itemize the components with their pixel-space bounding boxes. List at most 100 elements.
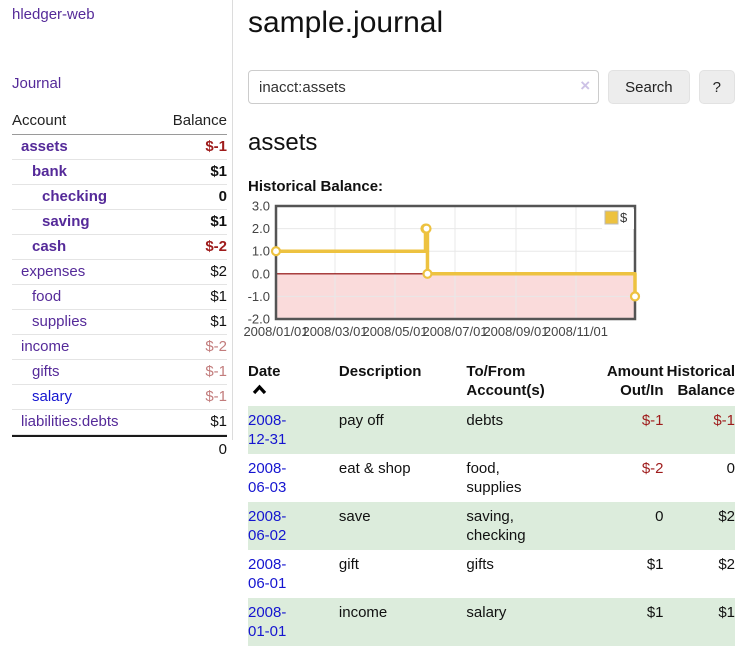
account-balance: $1: [210, 213, 227, 230]
transaction-description: income: [338, 604, 388, 621]
search-form: × Search ?: [248, 70, 735, 104]
register-row[interactable]: 2008-06-02 save saving, checking 0 $2: [248, 502, 735, 550]
transaction-accounts: saving, checking: [466, 508, 526, 544]
search-button[interactable]: Search: [608, 70, 690, 104]
column-header-description: Description: [338, 363, 422, 380]
account-balance: $-1: [205, 388, 227, 405]
account-link[interactable]: checking: [42, 188, 108, 205]
account-balance: $1: [210, 288, 227, 305]
transaction-date-link[interactable]: 2008-06-01: [248, 556, 287, 592]
page-title: sample.journal: [248, 6, 444, 39]
account-balance: $-2: [205, 338, 227, 355]
sidebar-item-journal[interactable]: Journal: [12, 75, 62, 92]
account-link[interactable]: saving: [42, 213, 90, 230]
transaction-description: pay off: [338, 412, 384, 429]
transaction-accounts: gifts: [466, 556, 494, 573]
account-balance: $1: [210, 413, 227, 430]
account-row-bank[interactable]: bank $1: [12, 160, 227, 185]
column-header-accounts: To/From Account(s): [466, 363, 545, 399]
svg-text:2008/01/01: 2008/01/01: [243, 324, 308, 339]
search-input[interactable]: [248, 70, 600, 104]
account-row-gifts[interactable]: gifts $-1: [12, 360, 227, 385]
account-link[interactable]: gifts: [32, 363, 60, 380]
account-row-salary[interactable]: salary $-1: [12, 385, 227, 410]
transaction-description: gift: [338, 556, 359, 573]
svg-text:1.0: 1.0: [252, 244, 270, 259]
svg-text:$: $: [620, 210, 628, 225]
sort-ascending-icon: [252, 381, 267, 400]
svg-text:-1.0: -1.0: [248, 289, 270, 304]
column-header-date[interactable]: Date: [248, 359, 339, 406]
account-balance: $2: [210, 263, 227, 280]
help-button[interactable]: ?: [698, 70, 735, 104]
register-header-row: Date Description To/From Account(s) Amou…: [248, 359, 735, 406]
transaction-amount: $1: [646, 556, 664, 573]
account-row-expenses[interactable]: expenses $2: [12, 260, 227, 285]
account-balance: 0: [218, 188, 227, 205]
register-row[interactable]: 2008-06-03 eat & shop food, supplies $-2…: [248, 454, 735, 502]
account-row-supplies[interactable]: supplies $1: [12, 310, 227, 335]
svg-text:2008/09/01: 2008/09/01: [483, 324, 548, 339]
transaction-amount: $-1: [641, 412, 664, 429]
historical-balance-chart[interactable]: $3.0 2.0 1.0 0.0 -1.0 -2.02008/01/012008/03/0…: [242, 199, 644, 344]
transaction-amount: $1: [646, 604, 664, 621]
transaction-balance: $2: [718, 556, 735, 573]
chart-label: Historical Balance:: [248, 178, 384, 195]
accounts-total-row: 0: [12, 435, 227, 462]
register-row[interactable]: 2008-06-01 gift gifts $1 $2: [248, 550, 735, 598]
svg-text:2008/03/01: 2008/03/01: [302, 324, 367, 339]
account-balance: $-2: [205, 238, 227, 255]
transaction-date-link[interactable]: 2008-06-03: [248, 460, 287, 496]
account-link[interactable]: assets: [21, 138, 68, 155]
svg-text:-2.0: -2.0: [248, 312, 270, 327]
account-link[interactable]: supplies: [32, 313, 88, 330]
transaction-balance: $2: [718, 508, 735, 525]
app-brand-link[interactable]: hledger-web: [12, 6, 95, 23]
account-link[interactable]: expenses: [21, 263, 86, 280]
clear-search-icon[interactable]: ×: [580, 76, 591, 95]
register-row[interactable]: 2008-12-31 pay off debts $-1 $-1: [248, 406, 735, 454]
accounts-table: Account Balance assets $-1 bank $1 check…: [12, 109, 227, 462]
account-balance: $-1: [205, 363, 227, 380]
svg-text:2008/05/01: 2008/05/01: [362, 324, 427, 339]
transaction-date-link[interactable]: 2008-12-31: [248, 412, 287, 448]
transaction-date-link[interactable]: 2008-01-01: [248, 604, 287, 640]
account-row-assets[interactable]: assets $-1: [12, 135, 227, 160]
register-row[interactable]: 2008-01-01 income salary $1 $1: [248, 598, 735, 646]
transaction-accounts: salary: [466, 604, 507, 621]
account-row-income[interactable]: income $-2: [12, 335, 227, 360]
accounts-header-balance: Balance: [172, 112, 227, 129]
account-heading: assets: [248, 129, 318, 156]
svg-text:2.0: 2.0: [252, 221, 270, 236]
account-row-saving[interactable]: saving $1: [12, 210, 227, 235]
register-table: Date Description To/From Account(s) Amou…: [248, 359, 735, 646]
account-link[interactable]: food: [32, 288, 62, 305]
svg-text:3.0: 3.0: [252, 199, 270, 214]
transaction-amount: 0: [655, 508, 664, 525]
account-link[interactable]: bank: [32, 163, 68, 180]
account-row-food[interactable]: food $1: [12, 285, 227, 310]
account-balance: $-1: [205, 138, 227, 155]
account-link[interactable]: income: [21, 338, 70, 355]
accounts-header-account: Account: [12, 112, 67, 129]
account-link[interactable]: salary: [32, 388, 73, 405]
transaction-accounts: food, supplies: [466, 460, 522, 496]
account-row-liabilities-debts[interactable]: liabilities:debts $1: [12, 410, 227, 435]
account-link[interactable]: cash: [32, 238, 67, 255]
main-content: sample.journal × Search ? assets Histori…: [243, 0, 735, 646]
accounts-table-header: Account Balance: [12, 109, 227, 135]
transaction-date-link[interactable]: 2008-06-02: [248, 508, 287, 544]
account-balance: $1: [210, 313, 227, 330]
column-header-amount: Amount Out/In: [606, 363, 664, 399]
account-balance: $1: [210, 163, 227, 180]
transaction-balance: $1: [718, 604, 735, 621]
account-link[interactable]: liabilities:debts: [21, 413, 119, 430]
transaction-balance: $-1: [713, 412, 735, 429]
account-row-checking[interactable]: checking 0: [12, 185, 227, 210]
svg-text:2008/07/01: 2008/07/01: [422, 324, 487, 339]
accounts-total-value: 0: [218, 441, 227, 458]
account-row-cash[interactable]: cash $-2: [12, 235, 227, 260]
svg-text:0.0: 0.0: [252, 266, 270, 281]
column-header-balance: Historical Balance: [666, 363, 735, 399]
transaction-amount: $-2: [641, 460, 664, 477]
